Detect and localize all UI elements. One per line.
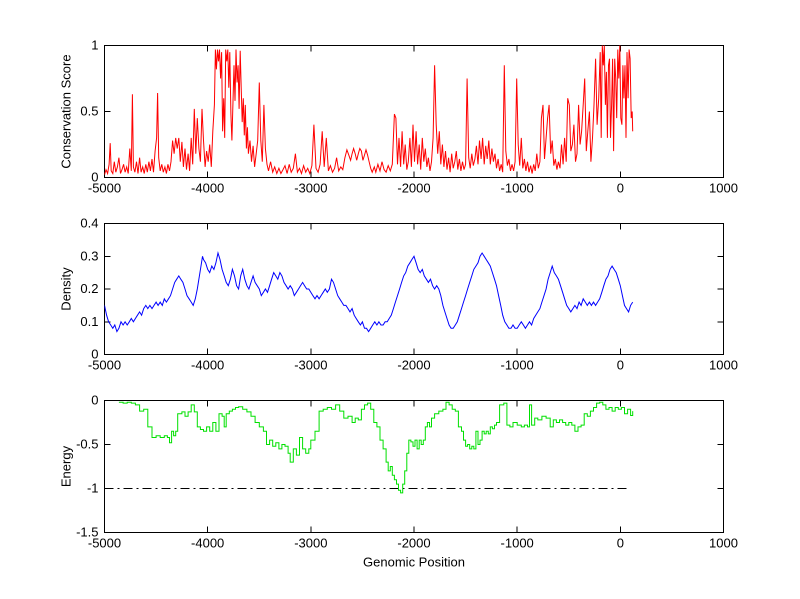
y-tick-label: 0.1: [80, 314, 98, 329]
x-tick-label: -4000: [191, 181, 224, 196]
x-tick-label: -4000: [191, 358, 224, 373]
x-tick-label: -2000: [397, 181, 430, 196]
y-tick-label: 0: [91, 347, 98, 362]
x-tick-label: -1000: [501, 358, 534, 373]
x-tick-label: -1000: [501, 536, 534, 551]
y-axis-label-conservation: Conservation Score: [59, 54, 74, 168]
x-tick-label: -1000: [501, 181, 534, 196]
x-tick-label: -5000: [88, 181, 121, 196]
x-tick-label: 0: [617, 181, 624, 196]
x-tick-label: 1000: [709, 181, 738, 196]
series-line-density: [104, 251, 634, 333]
subplot-density: -5000 -4000 -3000 -2000 -1000 0 1000 0 0.1 0.2 0.3…: [59, 216, 738, 373]
x-tick-label: -5000: [88, 536, 121, 551]
y-axis-label-energy: Energy: [59, 445, 74, 487]
y-tick-label: 1: [91, 38, 98, 53]
x-tick-label: 1000: [709, 358, 738, 373]
y-tick-label: 0.5: [80, 104, 98, 119]
y-tick-label: 0.2: [80, 281, 98, 296]
y-tick-label: 0.3: [80, 248, 98, 263]
x-tick-label: -5000: [88, 358, 121, 373]
x-tick-label: -2000: [397, 358, 430, 373]
x-tick-label: 0: [617, 536, 624, 551]
x-tick-label: -4000: [191, 536, 224, 551]
y-tick-label: -0.5: [76, 437, 98, 452]
y-tick-label: 0.4: [80, 216, 98, 231]
y-tick-label: 0: [91, 170, 98, 185]
x-tick-label: -3000: [294, 536, 327, 551]
x-tick-label: 0: [617, 358, 624, 373]
y-axis-label-density: Density: [59, 267, 74, 311]
x-tick-label: -3000: [294, 358, 327, 373]
x-tick-label: -3000: [294, 181, 327, 196]
x-axis-label: Genomic Position: [363, 555, 465, 570]
y-tick-label: 0: [91, 393, 98, 408]
series-line-conservation: [104, 45, 634, 176]
series-line-energy: [118, 401, 634, 494]
y-tick-label: -1.5: [76, 525, 98, 540]
subplot-conservation: -5000 -4000 -3000 -2000 -1000 0 1000 0 0.5 1 Conse…: [59, 38, 738, 196]
x-tick-label: -2000: [397, 536, 430, 551]
x-tick-label: 1000: [709, 536, 738, 551]
subplot-energy: -5000 -4000 -3000 -2000 -1000 0 1000 -1.5 -1 -0.5…: [59, 393, 738, 570]
y-tick-label: -1: [87, 481, 99, 496]
